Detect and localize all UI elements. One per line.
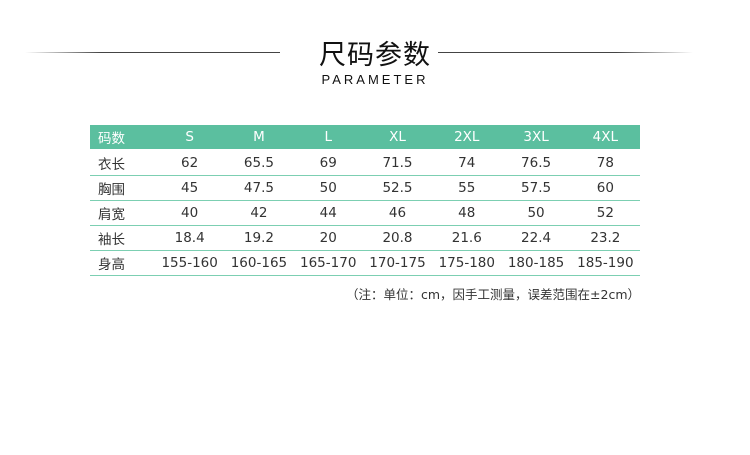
table-cell: 180-185 [501,250,571,276]
table-cell: 46 [362,200,433,226]
table-cell: 170-175 [362,250,433,276]
table-cell: 50 [501,200,571,226]
table-cell: 45 [155,175,225,201]
table-cell: 20 [293,225,363,251]
row-label: 袖长 [90,225,155,251]
table-cell: 47.5 [224,175,294,201]
table-cell: 19.2 [224,225,294,251]
table-cell: 76.5 [501,150,571,176]
table-cell: 3XL [501,125,571,151]
table-cell: 42 [224,200,294,226]
title-divider-left [25,52,280,53]
table-row: 胸围 45 47.5 50 52.5 55 57.5 60 [90,175,640,201]
table-cell: 69 [293,150,363,176]
table-cell: 50 [293,175,363,201]
table-row: 袖长 18.4 19.2 20 20.8 21.6 22.4 23.2 [90,225,640,251]
table-cell: 185-190 [570,250,640,276]
table-cell: 52 [570,200,640,226]
table-cell: 52.5 [362,175,433,201]
row-label: 身高 [90,250,155,276]
table-cell: 71.5 [362,150,433,176]
page-title: 尺码参数 [319,40,431,71]
table-row: 肩宽 40 42 44 46 48 50 52 [90,200,640,226]
table-cell: 55 [432,175,502,201]
row-label: 肩宽 [90,200,155,226]
title-divider-right [438,52,693,53]
table-cell: 2XL [432,125,502,151]
table-cell: 57.5 [501,175,571,201]
table-cell: M [224,125,294,151]
table-cell: 160-165 [224,250,294,276]
row-label: 胸围 [90,175,155,201]
row-label: 码数 [90,125,155,151]
table-cell: 74 [432,150,502,176]
table-cell: L [293,125,363,151]
table-cell: 60 [570,175,640,201]
measurement-note: （注：单位：cm，因手工测量，误差范围在±2cm） [345,287,640,302]
table-cell: XL [362,125,433,151]
table-cell: 4XL [570,125,640,151]
table-row: 身高 155-160 160-165 165-170 170-175 175-180 180… [90,250,640,276]
table-row: 衣长 62 65.5 69 71.5 74 76.5 78 [90,150,640,176]
table-cell: 165-170 [293,250,363,276]
row-label: 衣长 [90,150,155,176]
page-subtitle: PARAMETER [321,72,429,87]
table-cell: 155-160 [155,250,225,276]
table-cell: S [155,125,225,151]
table-cell: 175-180 [432,250,502,276]
table-cell: 44 [293,200,363,226]
table-cell: 48 [432,200,502,226]
table-cell: 18.4 [155,225,225,251]
table-cell: 65.5 [224,150,294,176]
table-cell: 62 [155,150,225,176]
table-cell: 78 [570,150,640,176]
table-cell: 22.4 [501,225,571,251]
table-header-row: 码数 S M L XL 2XL 3XL 4XL [90,125,640,151]
size-table: 码数 S M L XL 2XL 3XL 4XL 衣长 62 65.5 69 71.5 74 76.5 78 胸围… [90,125,640,276]
table-cell: 20.8 [362,225,433,251]
table-cell: 40 [155,200,225,226]
table-cell: 23.2 [570,225,640,251]
table-cell: 21.6 [432,225,502,251]
